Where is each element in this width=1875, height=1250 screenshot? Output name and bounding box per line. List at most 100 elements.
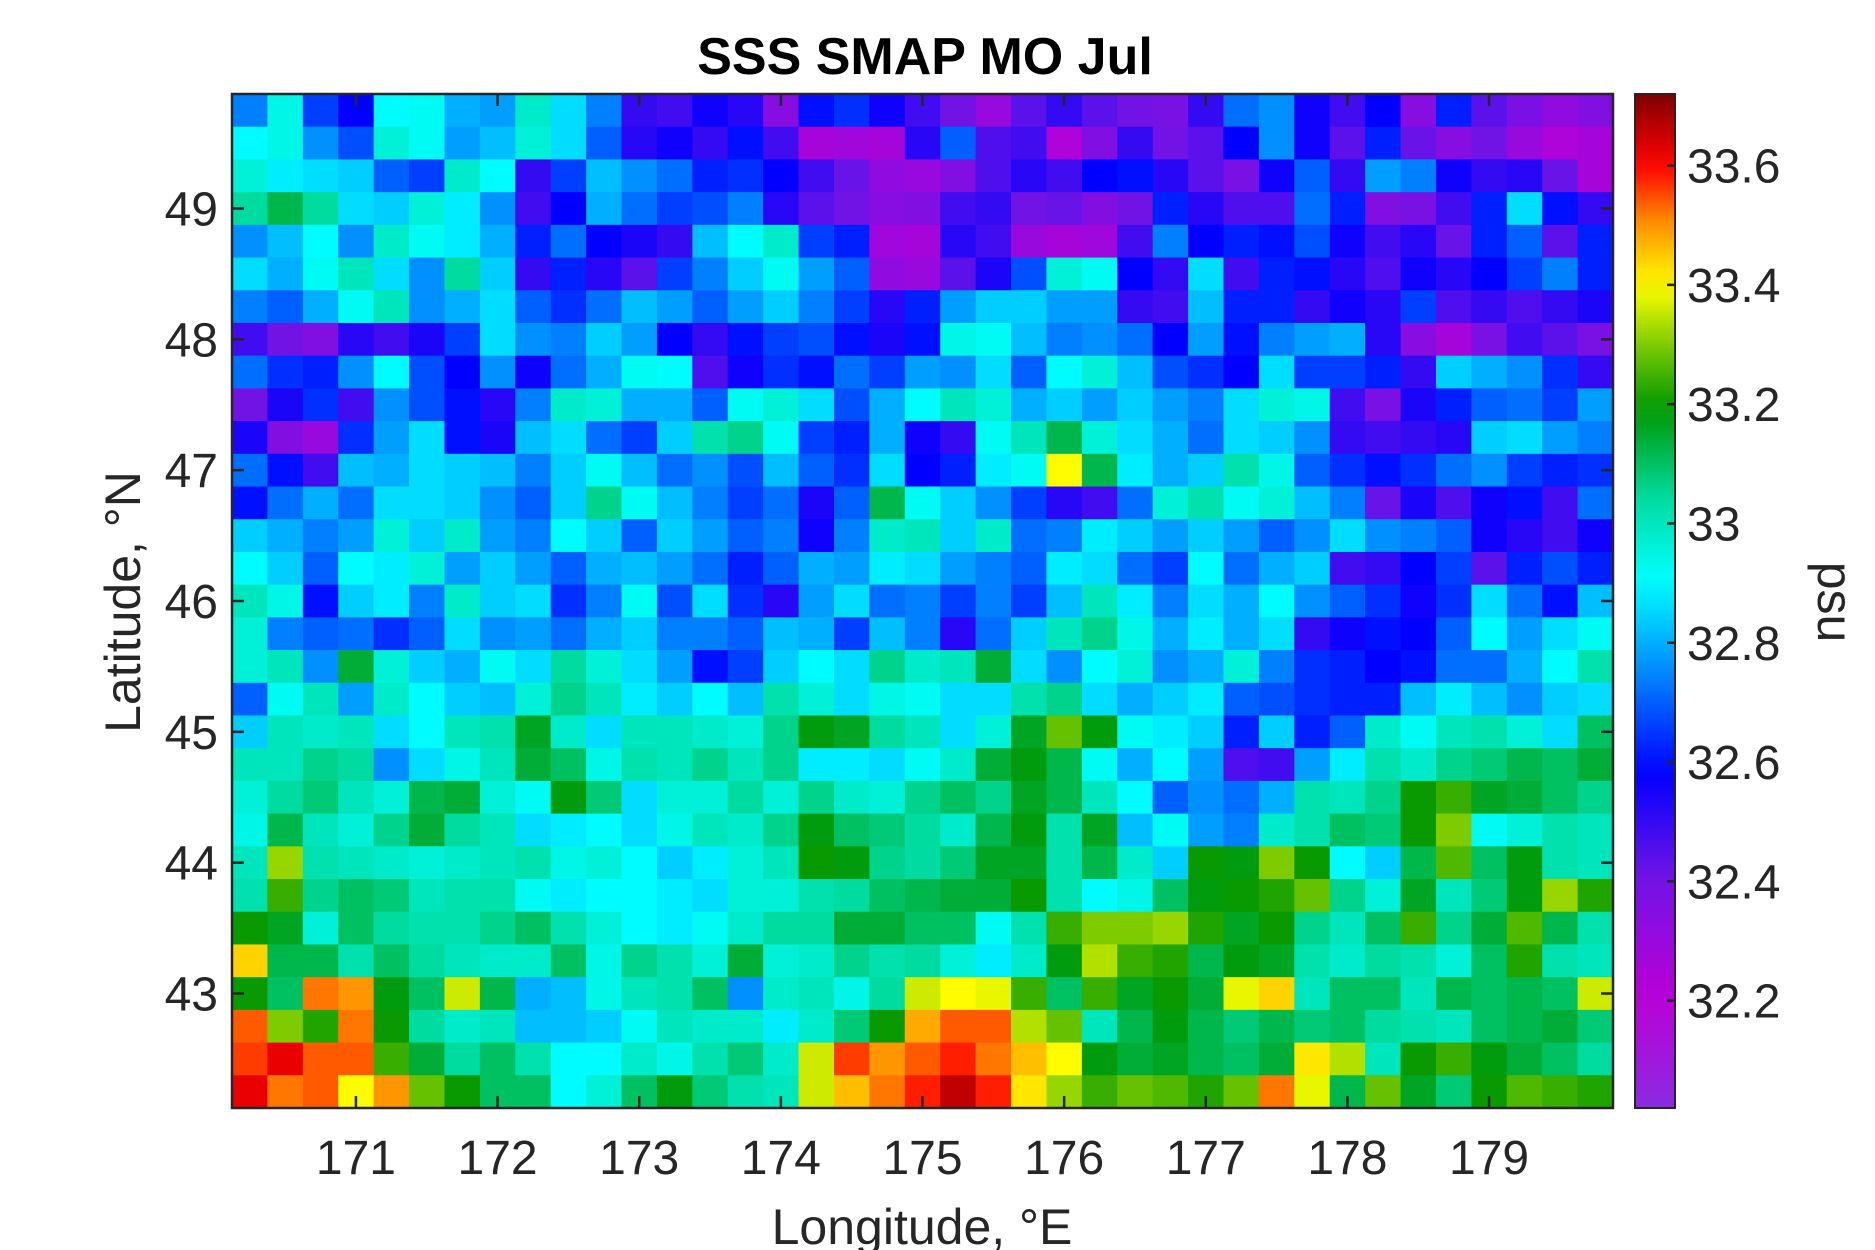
heatmap-cell: [940, 257, 977, 291]
heatmap-cell: [975, 322, 1012, 357]
heatmap-cell: [1365, 192, 1402, 226]
heatmap-cell: [656, 1075, 693, 1109]
heatmap-cell: [1365, 584, 1402, 618]
heatmap-cell: [1506, 748, 1543, 782]
heatmap-cell: [373, 421, 410, 455]
heatmap-cell: [656, 421, 693, 455]
heatmap-cell: [869, 551, 906, 586]
heatmap-cell: [1542, 551, 1579, 586]
heatmap-cell: [302, 322, 339, 357]
heatmap-cell: [338, 355, 375, 389]
heatmap-cell: [621, 780, 658, 815]
heatmap-cell: [586, 421, 623, 455]
heatmap-cell: [621, 813, 658, 847]
heatmap-cell: [1223, 650, 1260, 684]
heatmap-cell: [1294, 1042, 1331, 1076]
heatmap-cell: [338, 1042, 375, 1076]
heatmap-cell: [1223, 617, 1260, 651]
heatmap-cell: [692, 486, 729, 520]
heatmap-cell: [302, 780, 339, 815]
x-tick-label: 172: [458, 1132, 538, 1185]
heatmap-cell: [656, 192, 693, 226]
heatmap-cell: [1046, 126, 1083, 161]
heatmap-cell: [1329, 486, 1366, 520]
heatmap-cell: [515, 617, 552, 651]
heatmap-cell: [1506, 126, 1543, 161]
heatmap-cell: [479, 617, 516, 651]
heatmap-cell: [232, 421, 269, 455]
heatmap-cell: [586, 748, 623, 782]
heatmap-cell: [1152, 224, 1189, 259]
heatmap-cell: [1435, 1042, 1472, 1076]
heatmap-cell: [1435, 159, 1472, 193]
heatmap-cell: [586, 519, 623, 553]
heatmap-cell: [1294, 650, 1331, 684]
heatmap-cell: [1294, 584, 1331, 618]
heatmap-cell: [373, 192, 410, 226]
heatmap-cell: [833, 224, 870, 259]
heatmap-cell: [1258, 813, 1295, 847]
heatmap-cell: [1542, 1042, 1579, 1076]
heatmap-cell: [1365, 813, 1402, 847]
heatmap-cell: [869, 650, 906, 684]
heatmap-cell: [409, 192, 446, 226]
heatmap-cell: [975, 977, 1012, 1011]
heatmap-cell: [1011, 682, 1048, 717]
heatmap-cell: [1117, 322, 1154, 357]
heatmap-cell: [267, 1042, 304, 1076]
heatmap-cell: [338, 551, 375, 586]
heatmap-cell: [1471, 388, 1508, 422]
x-tick-label: 171: [316, 1132, 396, 1185]
heatmap-cell: [1400, 290, 1437, 324]
heatmap-cell: [232, 257, 269, 291]
heatmap-cell: [1011, 355, 1048, 389]
heatmap-cell: [763, 911, 800, 946]
heatmap-cell: [409, 879, 446, 913]
heatmap-cell: [692, 224, 729, 259]
heatmap-cell: [798, 551, 835, 586]
heatmap-cell: [869, 780, 906, 815]
heatmap-cell: [1223, 94, 1260, 128]
heatmap-cell: [1223, 748, 1260, 782]
heatmap-cell: [1400, 944, 1437, 978]
heatmap-cell: [975, 192, 1012, 226]
heatmap-cell: [1400, 748, 1437, 782]
heatmap-cell: [1258, 421, 1295, 455]
heatmap-cell: [1365, 519, 1402, 553]
heatmap-cell: [479, 911, 516, 946]
heatmap-cell: [550, 846, 587, 880]
heatmap-cell: [656, 388, 693, 422]
heatmap-cell: [1400, 682, 1437, 717]
heatmap-cell: [1081, 224, 1118, 259]
heatmap-cell: [621, 453, 658, 488]
heatmap-cell: [550, 1009, 587, 1044]
heatmap-cell: [1152, 290, 1189, 324]
x-tick-label: 173: [599, 1132, 679, 1185]
heatmap-cell: [267, 519, 304, 553]
heatmap-cell: [1117, 388, 1154, 422]
heatmap-cell: [586, 1075, 623, 1109]
heatmap-cell: [1152, 846, 1189, 880]
heatmap-cell: [550, 355, 587, 389]
heatmap-cell: [1152, 911, 1189, 946]
heatmap-cell: [1117, 192, 1154, 226]
heatmap-cell: [656, 1009, 693, 1044]
heatmap-cell: [763, 715, 800, 749]
heatmap-cell: [1329, 551, 1366, 586]
heatmap-cell: [763, 584, 800, 618]
heatmap-cell: [1542, 486, 1579, 520]
heatmap-cell: [1435, 846, 1472, 880]
heatmap-cell: [1435, 257, 1472, 291]
heatmap-cell: [1117, 159, 1154, 193]
heatmap-cell: [656, 290, 693, 324]
heatmap-cell: [1471, 846, 1508, 880]
heatmap-cell: [550, 257, 587, 291]
heatmap-cell: [1329, 780, 1366, 815]
heatmap-cell: [656, 650, 693, 684]
heatmap-cell: [869, 224, 906, 259]
heatmap-cell: [1258, 94, 1295, 128]
heatmap-cell: [727, 682, 764, 717]
heatmap-cell: [833, 584, 870, 618]
heatmap-cell: [302, 224, 339, 259]
heatmap-cell: [1506, 846, 1543, 880]
